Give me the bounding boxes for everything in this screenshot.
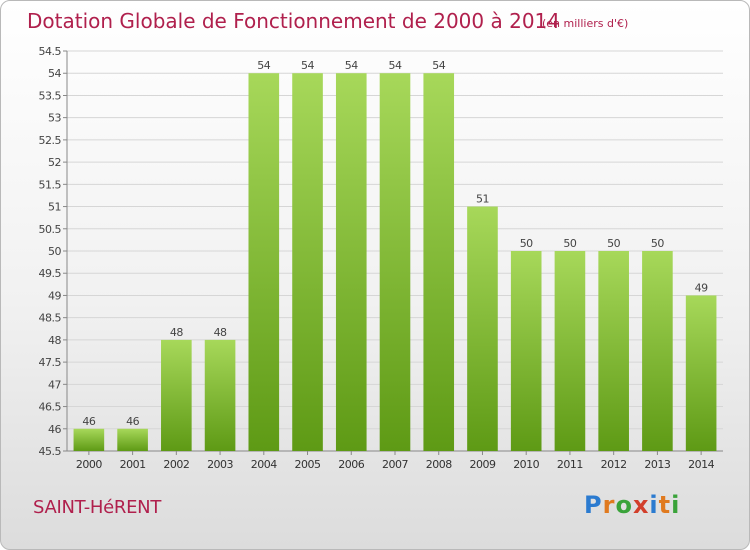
bar-2013 bbox=[642, 251, 673, 451]
y-tick-label: 47.5 bbox=[39, 356, 62, 369]
y-tick-label: 48 bbox=[48, 334, 61, 347]
y-tick-label: 51 bbox=[48, 201, 61, 214]
bar-2004 bbox=[248, 73, 280, 451]
x-tick-label-2013: 2013 bbox=[644, 458, 670, 471]
y-tick-label: 53.5 bbox=[39, 89, 62, 102]
x-tick-label-2007: 2007 bbox=[382, 458, 408, 471]
y-tick-label: 54.5 bbox=[39, 45, 62, 58]
data-label-2007: 54 bbox=[389, 59, 402, 72]
data-label-2004: 54 bbox=[257, 59, 270, 72]
y-tick-label: 50 bbox=[48, 245, 61, 258]
logo-letter: P bbox=[584, 491, 603, 519]
x-tick-label-2012: 2012 bbox=[601, 458, 627, 471]
y-tick-label: 53 bbox=[48, 112, 61, 125]
data-label-2002: 48 bbox=[170, 326, 183, 339]
logo-letter: o bbox=[615, 491, 633, 519]
logo-letter: r bbox=[602, 491, 616, 519]
bar-2014 bbox=[685, 295, 717, 451]
bar-2011 bbox=[554, 251, 586, 451]
data-label-2001: 46 bbox=[126, 415, 139, 428]
chart-title: Dotation Globale de Fonctionnement de 20… bbox=[27, 9, 560, 33]
bar-2010 bbox=[510, 251, 542, 451]
x-tick-label-2001: 2001 bbox=[120, 458, 146, 471]
x-tick-label-2005: 2005 bbox=[295, 458, 321, 471]
bar-2012 bbox=[598, 251, 629, 451]
x-tick-label-2003: 2003 bbox=[207, 458, 233, 471]
y-tick-label: 46 bbox=[48, 423, 61, 436]
y-tick-label: 48.5 bbox=[39, 312, 62, 325]
y-tick-label: 49.5 bbox=[39, 267, 62, 280]
data-label-2009: 51 bbox=[476, 193, 489, 206]
logo-letter: i bbox=[671, 491, 681, 519]
y-tick-label: 52 bbox=[48, 156, 61, 169]
bar-2003 bbox=[204, 339, 236, 451]
y-tick-label: 46.5 bbox=[39, 401, 62, 414]
y-tick-label: 47 bbox=[48, 378, 61, 391]
bar-2001 bbox=[117, 428, 148, 451]
x-tick-label-2008: 2008 bbox=[426, 458, 452, 471]
data-label-2008: 54 bbox=[432, 59, 445, 72]
data-label-2005: 54 bbox=[301, 59, 314, 72]
data-labels: 46 46 48 48 54 54 54 54 54 51 50 50 50 50 49 bbox=[82, 59, 708, 428]
bar-2007 bbox=[379, 73, 411, 451]
logo-letter: x bbox=[632, 491, 650, 519]
x-tick-label-2014: 2014 bbox=[688, 458, 714, 471]
y-tick-labels: 45.5 46 46.5 47 47.5 48 48.5 49 49.5 50 50.5 51 51.5… bbox=[39, 45, 62, 458]
data-label-2014: 49 bbox=[695, 281, 708, 294]
data-label-2000: 46 bbox=[82, 415, 95, 428]
bar-2009 bbox=[467, 206, 498, 451]
bar-2002 bbox=[161, 339, 192, 451]
x-tick-label-2011: 2011 bbox=[557, 458, 583, 471]
x-tick-label-2010: 2010 bbox=[513, 458, 539, 471]
y-tick-label: 49 bbox=[48, 289, 61, 302]
y-tick-label: 54 bbox=[48, 67, 61, 80]
x-tick-label-2004: 2004 bbox=[251, 458, 277, 471]
data-label-2013: 50 bbox=[651, 237, 664, 250]
bar-2005 bbox=[292, 73, 323, 451]
x-tick-labels: 2000 2001 2002 2003 2004 2005 2006 2007 2008 2009… bbox=[76, 458, 715, 471]
data-label-2012: 50 bbox=[607, 237, 620, 250]
bar-2000 bbox=[73, 428, 105, 451]
data-label-2011: 50 bbox=[563, 237, 576, 250]
commune-name: SAINT-HéRENT bbox=[33, 497, 162, 518]
y-tick-label: 50.5 bbox=[39, 223, 62, 236]
y-tick-label: 51.5 bbox=[39, 178, 62, 191]
logo-letter: i bbox=[649, 491, 659, 519]
bar-2006 bbox=[335, 73, 367, 451]
chart-subtitle: (en milliers d'€) bbox=[542, 17, 629, 30]
data-label-2003: 48 bbox=[214, 326, 227, 339]
x-tick-label-2006: 2006 bbox=[338, 458, 364, 471]
data-label-2010: 50 bbox=[520, 237, 533, 250]
proxiti-logo: Proxiti bbox=[584, 491, 680, 519]
x-tick-label-2000: 2000 bbox=[76, 458, 102, 471]
y-tick-label: 52.5 bbox=[39, 134, 62, 147]
bar-2008 bbox=[423, 73, 455, 451]
x-tick-label-2002: 2002 bbox=[163, 458, 189, 471]
bars bbox=[73, 73, 717, 451]
data-label-2006: 54 bbox=[345, 59, 358, 72]
logo-letter: t bbox=[658, 491, 672, 519]
x-tick-label-2009: 2009 bbox=[469, 458, 495, 471]
y-tick-label: 45.5 bbox=[39, 445, 62, 458]
